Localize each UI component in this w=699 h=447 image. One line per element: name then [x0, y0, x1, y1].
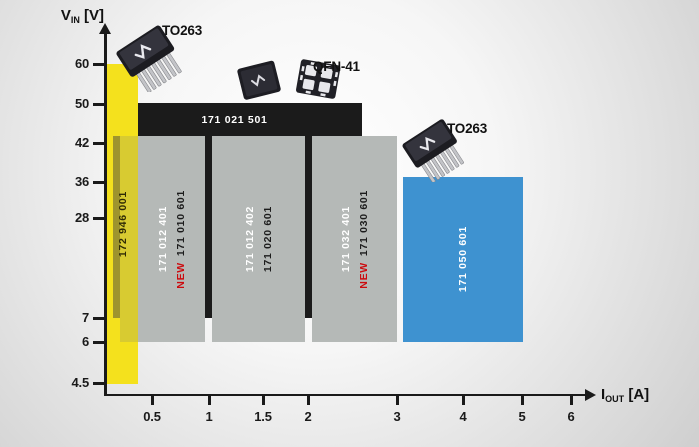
x-axis-subscript: OUT [605, 394, 625, 404]
x-tick-mark [151, 396, 154, 405]
range-bar-gray-2 [212, 136, 305, 342]
x-axis-title: IOUT [A] [601, 387, 649, 407]
y-axis-title: VIN [V] [58, 8, 104, 28]
separator-bar-2a [305, 136, 312, 318]
y-tick-mark [93, 103, 105, 106]
y-tick-mark [93, 341, 105, 344]
x-axis-line [104, 393, 586, 396]
x-tick-label: 3 [393, 409, 401, 424]
x-tick-mark [208, 396, 211, 405]
x-tick-mark [462, 396, 465, 405]
x-tick-label: 1.5 [254, 409, 272, 424]
qfn41-package-image [237, 59, 341, 100]
x-tick-label: 0.5 [143, 409, 161, 424]
y-tick-mark [93, 142, 105, 145]
range-bar-blue [403, 177, 523, 342]
y-tick-label: 28 [74, 210, 89, 225]
package-label-to263-2: TO263 [447, 121, 488, 136]
part-number-with-badge: NEW 171 030 601 [358, 190, 370, 289]
range-bar-gray-3 [312, 136, 397, 342]
x-tick-label: 1 [205, 409, 213, 424]
gray-bar-1-labels: 171 012 401 NEW 171 010 601 [138, 136, 205, 342]
x-tick-mark [307, 396, 310, 405]
y-axis-symbol: V [60, 7, 71, 24]
y-tick-label: 36 [74, 174, 89, 189]
to263-package-image [402, 119, 464, 182]
to263-package-image [116, 25, 182, 92]
gray-bar-3-labels: 171 032 401 NEW 171 030 601 [312, 136, 397, 342]
x-axis-symbol: I [601, 386, 606, 403]
gray-bar-2-labels: 171 012 402 171 020 601 [212, 136, 305, 342]
part-number: 171 032 401 [339, 205, 352, 273]
x-tick-mark [396, 396, 399, 405]
y-tick-label: 50 [74, 96, 89, 111]
y-tick-label: 7 [81, 310, 89, 325]
yellow-overlap-separator [113, 136, 120, 318]
x-axis-unit: [A] [628, 386, 650, 403]
yellow-bar-label-group: 172 946 001 [107, 64, 138, 384]
y-tick-label: 42 [74, 135, 89, 150]
x-tick-label: 6 [567, 409, 575, 424]
x-axis-arrow-icon [585, 388, 596, 401]
y-tick-mark [93, 181, 105, 184]
package-label-to263-1: TO263 [162, 23, 203, 38]
range-bar-black-top [138, 103, 362, 136]
new-badge: NEW [174, 261, 187, 289]
x-tick-mark [521, 396, 524, 405]
y-axis-arrow-icon [99, 23, 111, 34]
y-axis-line [104, 33, 107, 396]
part-number: 171 030 601 [357, 189, 370, 256]
y-axis-unit: [V] [84, 7, 104, 24]
y-tick-mark [93, 317, 105, 320]
x-tick-label: 4 [459, 409, 467, 424]
y-axis-subscript: IN [70, 15, 80, 25]
y-tick-label: 60 [74, 56, 89, 71]
blue-bar-label-group: 171 050 601 [403, 177, 523, 342]
y-tick-label: 4.5 [71, 375, 90, 390]
new-badge: NEW [357, 261, 370, 289]
part-number: 171 020 601 [261, 205, 274, 273]
part-number-with-badge: NEW 171 010 601 [175, 190, 187, 289]
y-tick-mark [93, 63, 105, 66]
y-tick-mark [93, 382, 105, 385]
part-number: 172 946 001 [116, 190, 129, 258]
black-bar-label: 171 021 501 [152, 103, 317, 136]
part-number: 171 012 402 [243, 205, 256, 273]
x-tick-mark [570, 396, 573, 405]
y-tick-label: 6 [81, 334, 89, 349]
x-tick-label: 5 [518, 409, 526, 424]
x-tick-mark [262, 396, 265, 405]
part-number: 171 050 601 [457, 226, 469, 293]
yellow-overlap-gray [120, 136, 138, 342]
part-number: 171 021 501 [201, 113, 268, 126]
part-number: 171 010 601 [174, 189, 187, 256]
x-tick-label: 2 [304, 409, 312, 424]
part-number: 171 012 401 [156, 205, 169, 273]
separator-bar-1a [205, 136, 212, 318]
package-label-qfn41: QFN-41 [313, 59, 360, 74]
y-tick-mark [93, 217, 105, 220]
